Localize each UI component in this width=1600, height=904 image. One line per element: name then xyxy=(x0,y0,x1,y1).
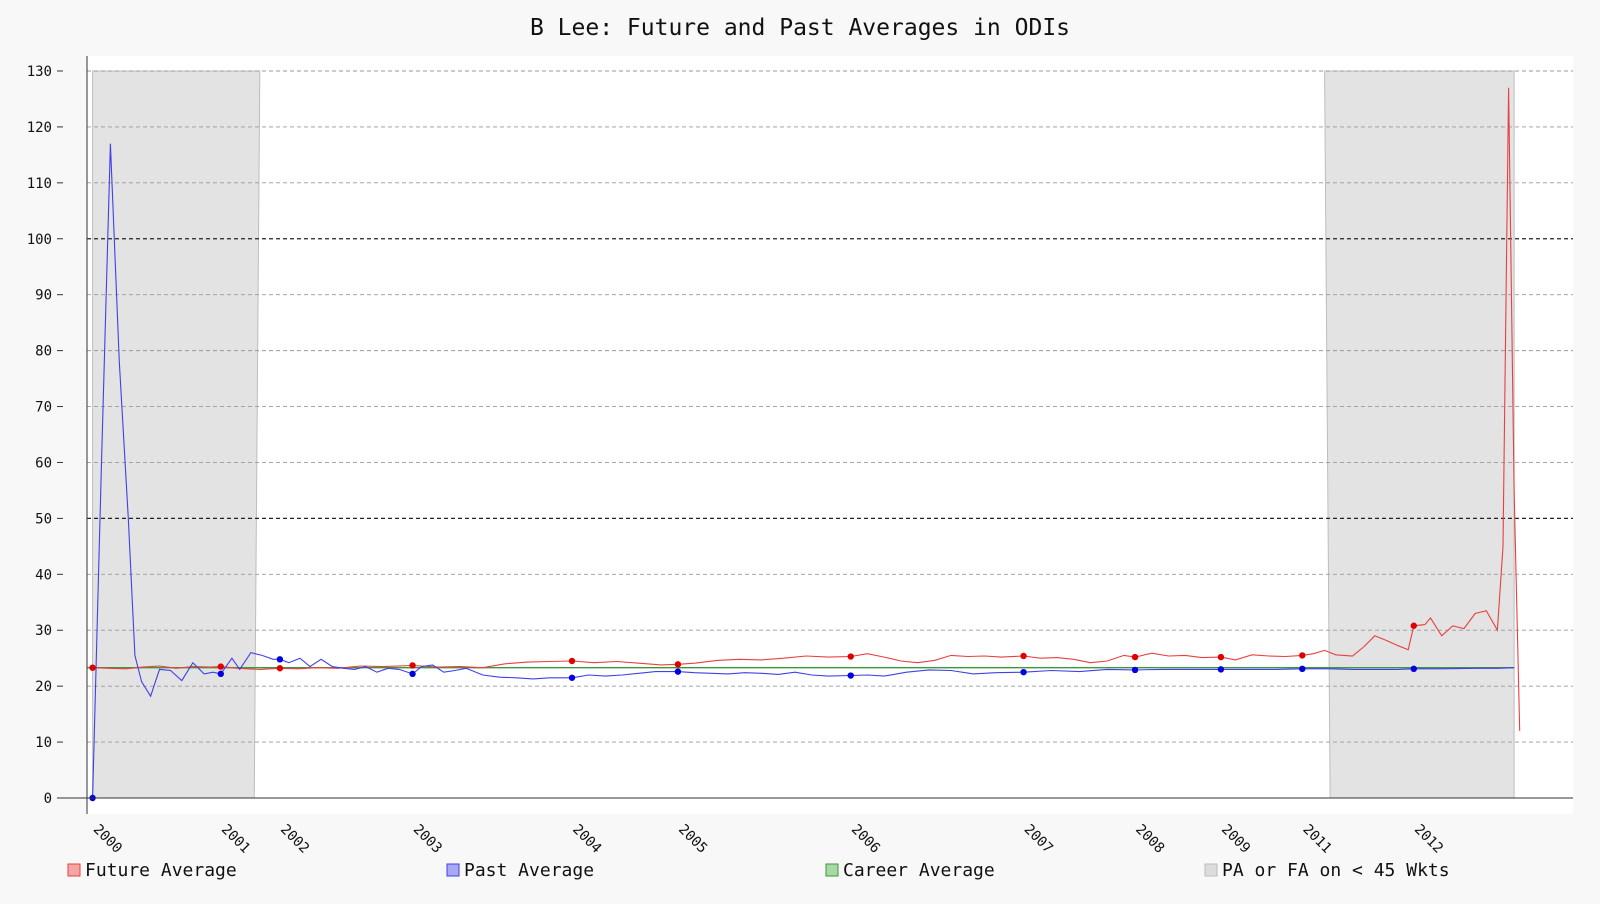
y-tick-label-100: 100 xyxy=(27,232,52,248)
legend-label-past: Past Average xyxy=(464,860,594,881)
past-marker-8 xyxy=(1020,668,1027,676)
shaded-region-2 xyxy=(1324,70,1515,799)
y-tick-label-80: 80 xyxy=(35,344,52,360)
chart-title: B Lee: Future and Past Averages in ODIs xyxy=(530,15,1070,41)
future-marker-3 xyxy=(276,665,284,672)
past-marker-5 xyxy=(568,674,576,681)
x-tick-label-2000: 2000 xyxy=(90,822,125,857)
x-tick-label-2004: 2004 xyxy=(569,822,604,857)
future-marker-7 xyxy=(847,653,854,660)
past-marker-12 xyxy=(1410,665,1417,673)
x-tick-label-2008: 2008 xyxy=(1132,822,1167,857)
x-tick-label-2012: 2012 xyxy=(1411,822,1446,857)
past-marker-4 xyxy=(409,670,416,678)
y-tick-label-0: 0 xyxy=(44,791,52,807)
y-tick-label-130: 130 xyxy=(27,64,52,80)
x-tick-label-2006: 2006 xyxy=(848,822,883,857)
legend-swatch-shade xyxy=(1204,863,1218,877)
past-marker-9 xyxy=(1131,666,1139,674)
legend-label-future: Future Average xyxy=(85,860,237,881)
x-tick-label-2009: 2009 xyxy=(1218,822,1253,857)
future-marker-1 xyxy=(89,664,96,671)
y-tick-label-10: 10 xyxy=(35,735,52,751)
future-marker-5 xyxy=(568,657,576,665)
future-marker-12 xyxy=(1410,622,1417,629)
future-marker-6 xyxy=(674,661,682,668)
past-marker-2 xyxy=(217,670,224,678)
past-marker-10 xyxy=(1217,666,1225,673)
past-marker-3 xyxy=(276,656,284,663)
legend-label-career: Career Average xyxy=(843,860,995,881)
legend-swatch-career xyxy=(825,863,839,877)
shaded-regions xyxy=(92,70,1515,799)
x-tick-label-2011: 2011 xyxy=(1299,822,1334,857)
past-marker-11 xyxy=(1299,665,1306,673)
future-marker-9 xyxy=(1131,653,1139,661)
x-tick-label-2001: 2001 xyxy=(218,822,253,857)
future-marker-8 xyxy=(1020,652,1027,660)
series-line-future-average xyxy=(92,87,1521,731)
past-marker-6 xyxy=(674,668,682,675)
y-tick-label-50: 50 xyxy=(35,511,52,527)
y-tick-label-20: 20 xyxy=(35,679,52,695)
legend-swatch-past xyxy=(446,863,460,877)
y-tick-label-70: 70 xyxy=(35,400,52,416)
grid xyxy=(87,70,1573,799)
legend-swatch-future xyxy=(67,863,81,877)
y-tick-label-30: 30 xyxy=(35,623,52,639)
x-tick-label-2002: 2002 xyxy=(277,822,312,857)
x-tick-label-2007: 2007 xyxy=(1021,822,1056,857)
future-marker-11 xyxy=(1299,652,1306,659)
y-tick-label-60: 60 xyxy=(35,455,52,471)
x-tick-label-2003: 2003 xyxy=(410,822,445,857)
shaded-region-1 xyxy=(92,70,261,799)
future-marker-10 xyxy=(1217,653,1225,661)
legend: Future Average Past Average Career Average… xyxy=(67,860,1450,881)
future-marker-2 xyxy=(217,663,224,670)
series-markers xyxy=(89,622,1417,802)
y-tick-label-120: 120 xyxy=(27,120,52,136)
legend-label-shade: PA or FA on < 45 Wkts xyxy=(1222,860,1450,881)
x-tick-label-2005: 2005 xyxy=(675,822,710,857)
y-tick-label-40: 40 xyxy=(35,567,52,583)
past-marker-7 xyxy=(847,672,854,679)
y-tick-label-110: 110 xyxy=(27,176,52,192)
future-marker-4 xyxy=(409,662,416,669)
y-tick-label-90: 90 xyxy=(35,288,52,304)
